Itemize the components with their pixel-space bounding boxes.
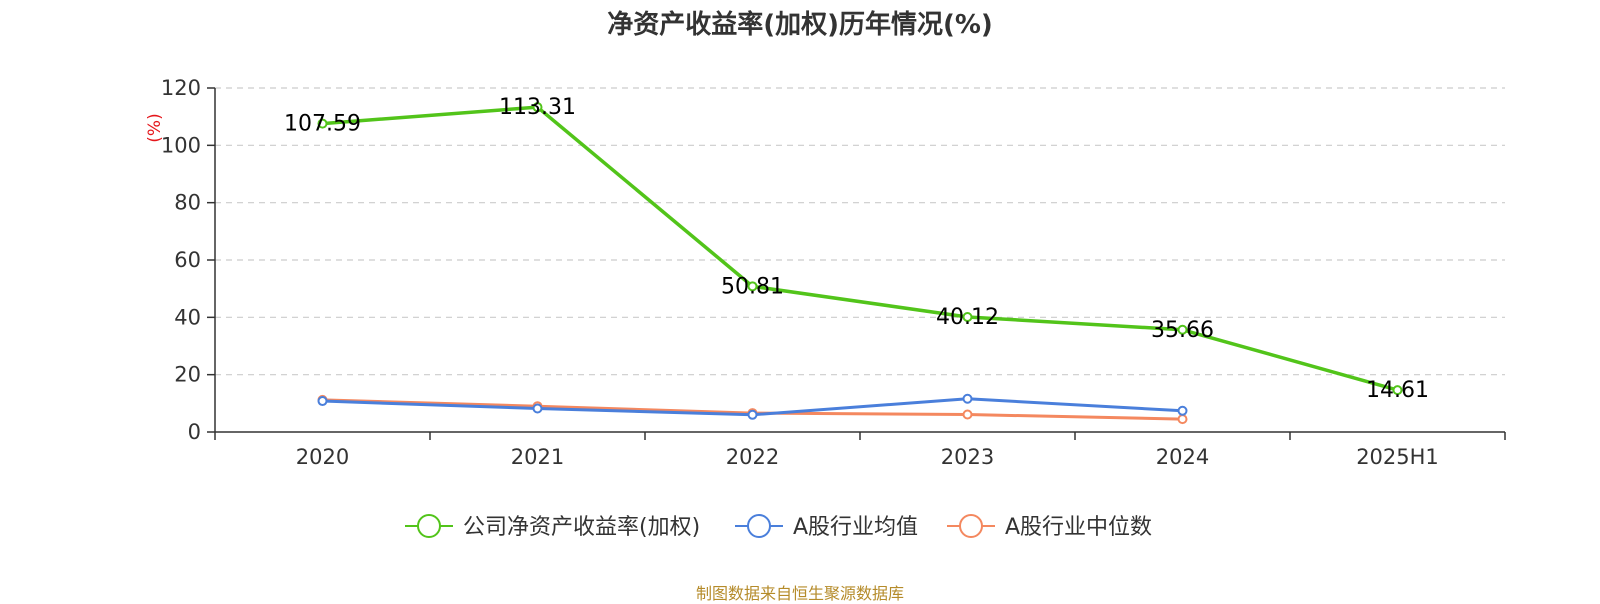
y-tick-label: 60 xyxy=(174,248,201,272)
data-point xyxy=(962,311,973,322)
legend: 公司净资产收益率(加权) A股行业均值 A股行业中位数 xyxy=(405,514,1152,540)
data-point xyxy=(747,409,758,420)
data-point xyxy=(962,393,973,404)
x-tick-label: 2021 xyxy=(511,445,564,469)
legend-marker xyxy=(747,514,771,538)
series-lines xyxy=(317,102,1403,425)
data-point xyxy=(317,396,328,407)
data-labels: 107.59 113.31 50.81 40.12 35.66 14.61 xyxy=(284,95,1429,403)
data-label: 113.31 xyxy=(499,95,576,120)
x-tick-label: 2025H1 xyxy=(1356,445,1439,469)
data-point xyxy=(1177,324,1188,335)
y-tick-label: 100 xyxy=(161,133,201,157)
x-tick-label: 2022 xyxy=(726,445,779,469)
data-point xyxy=(532,102,543,113)
data-label: 14.61 xyxy=(1366,378,1429,403)
data-point xyxy=(962,409,973,420)
y-tick-label: 40 xyxy=(174,305,201,329)
y-axis-label: (%) xyxy=(145,113,165,142)
data-label: 107.59 xyxy=(284,112,361,137)
x-tick-label: 2023 xyxy=(941,445,994,469)
data-point xyxy=(747,281,758,292)
data-label: 40.12 xyxy=(936,305,999,330)
y-tick-label: 80 xyxy=(174,191,201,215)
axes: 0 20 40 60 80 100 120 2020 2021 2022 2023 2024 2025H… xyxy=(161,76,1506,469)
data-point xyxy=(317,118,328,129)
data-label: 35.66 xyxy=(1151,318,1214,343)
data-point xyxy=(1177,414,1188,425)
legend-label: A股行业均值 xyxy=(793,515,918,540)
x-tick-label: 2024 xyxy=(1156,445,1209,469)
data-point xyxy=(1392,385,1403,396)
data-point xyxy=(532,403,543,414)
y-tick-label: 120 xyxy=(161,76,201,100)
legend-marker xyxy=(417,514,441,538)
legend-marker xyxy=(959,514,983,538)
y-tick-label: 0 xyxy=(188,420,201,444)
series-line xyxy=(322,105,1398,392)
legend-label: 公司净资产收益率(加权) xyxy=(463,515,700,540)
x-tick-label: 2020 xyxy=(296,445,349,469)
grid-lines xyxy=(215,87,1505,376)
source-note: 制图数据来自恒生聚源数据库 xyxy=(695,584,904,603)
data-label: 50.81 xyxy=(721,274,784,299)
y-tick-label: 20 xyxy=(174,363,201,387)
legend-label: A股行业中位数 xyxy=(1005,515,1152,540)
data-point xyxy=(1177,405,1188,416)
chart-title: 净资产收益率(加权)历年情况(%) xyxy=(607,10,993,40)
